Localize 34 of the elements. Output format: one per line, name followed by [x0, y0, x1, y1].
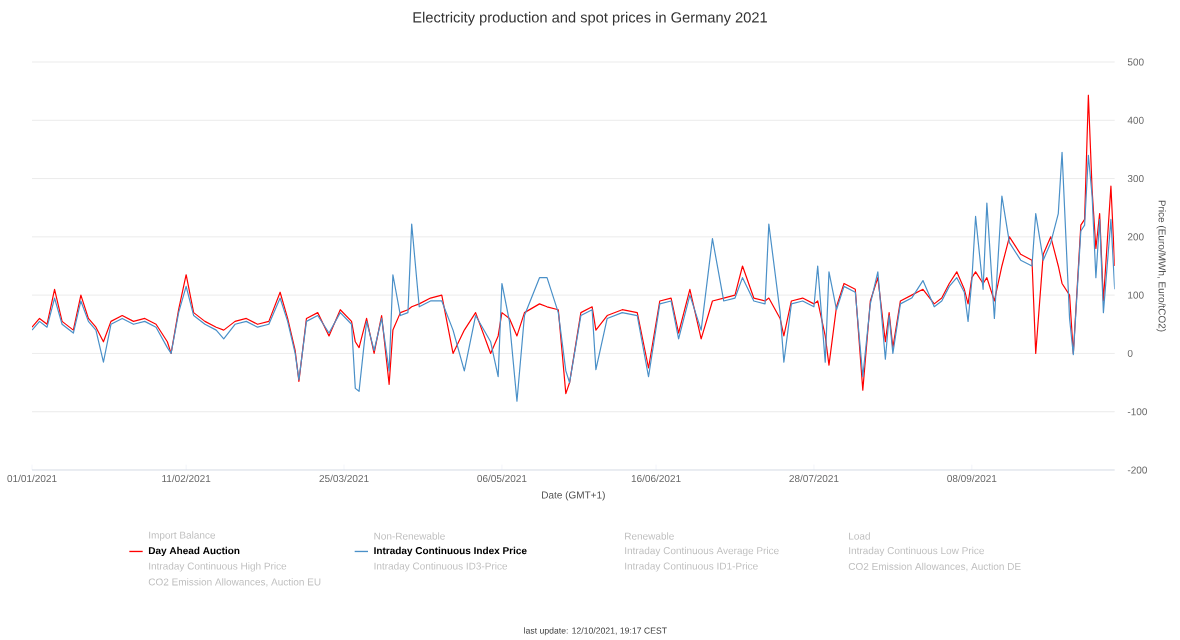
text: Intraday Continuous High Price	[149, 562, 287, 572]
x-tick-label: 06/05/2021	[477, 474, 527, 483]
text: Renewable	[625, 532, 674, 540]
x-tick-label: 11/02/2021	[162, 474, 211, 483]
line-series	[32, 94, 1115, 395]
text: Intraday Continuous ID1-Price	[625, 562, 758, 572]
text: Intraday Continuous ID3-Price	[374, 562, 508, 572]
x-tick-label: 08/09/2021	[947, 474, 997, 483]
legend-label: Day Ahead Auction	[148, 546, 240, 557]
text: Non-Renewable	[374, 532, 445, 540]
text: CO2 Emission Allowances, Auction EU	[148, 578, 321, 587]
y-tick-label: 100	[1128, 291, 1144, 299]
y-tick-label: 200	[1127, 233, 1144, 241]
y-axis-title: Price (Euro/MWh, Euro/tCO2)	[1156, 200, 1166, 332]
line-series	[32, 151, 1115, 402]
y-tick-label: -100	[1127, 408, 1148, 416]
y-tick-label: 400	[1127, 116, 1144, 124]
chart-title: Electricity production and spot prices in Germany 2021	[413, 11, 767, 26]
text: Intraday Continuous Average Price	[625, 546, 779, 557]
x-axis-title: Date (GMT+1)	[542, 491, 605, 501]
text: Import Balance	[149, 531, 216, 541]
x-tick-label: 01/01/2021	[7, 474, 57, 483]
x-tick-label: 25/03/2021	[319, 474, 369, 483]
text: last update: 12/10/2021, 19:17 CEST	[524, 627, 667, 636]
x-tick-label: 28/07/2021	[789, 474, 839, 483]
legend-label: Intraday Continuous Index Price	[374, 546, 527, 557]
x-tick-label: 16/06/2021	[631, 474, 681, 483]
y-tick-label: 500	[1127, 58, 1144, 66]
text: Intraday Continuous Low Price	[849, 546, 984, 557]
text: Load	[849, 532, 870, 540]
y-tick-label: 300	[1127, 175, 1144, 183]
text: CO2 Emission Allowances, Auction DE	[848, 562, 1021, 572]
y-tick-label: 0	[1127, 349, 1133, 358]
y-tick-label: -200	[1127, 466, 1148, 474]
